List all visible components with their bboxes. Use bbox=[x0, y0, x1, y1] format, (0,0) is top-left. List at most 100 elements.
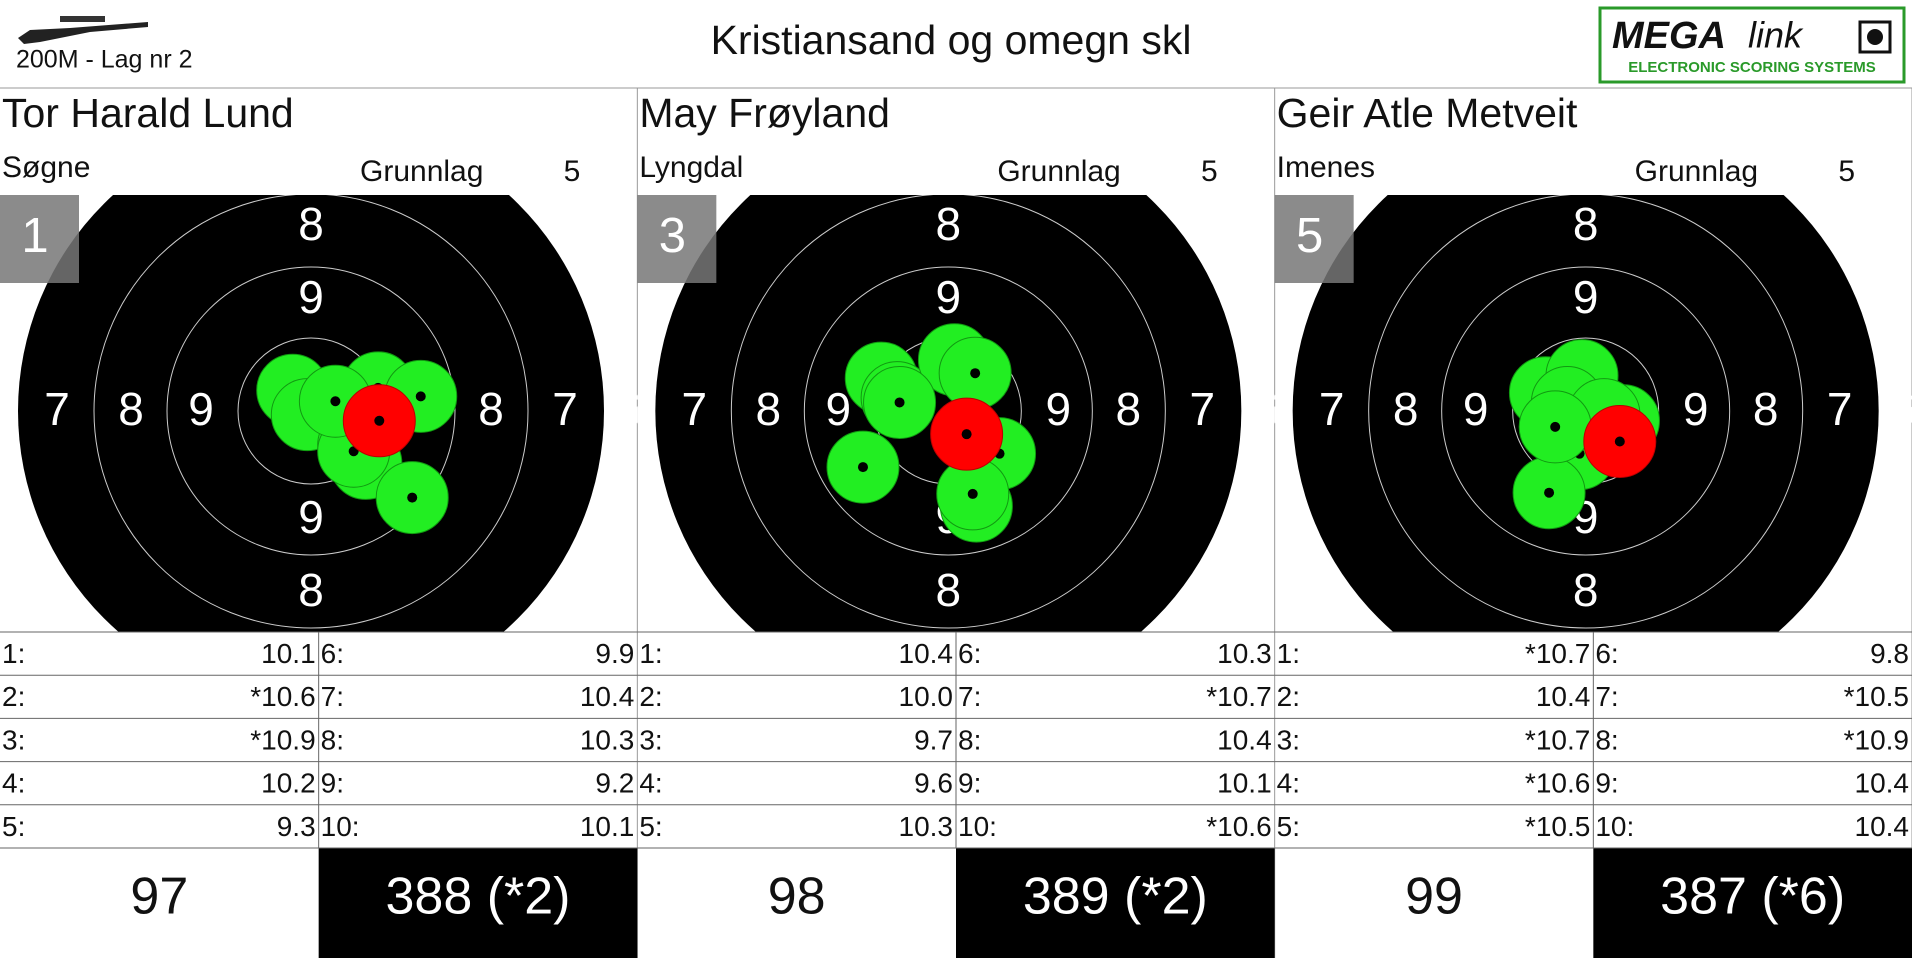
shot-value: 9.6 bbox=[914, 768, 953, 799]
ring-label: 9 bbox=[1046, 383, 1072, 435]
ring-label: 8 bbox=[298, 198, 324, 250]
shot-value: *10.7 bbox=[1206, 681, 1271, 712]
shooter-panel: Geir Atle MetveitImenesGrunnlag589986789… bbox=[1255, 88, 1912, 958]
shot-value: 9.2 bbox=[595, 768, 634, 799]
shot-value: *10.7 bbox=[1525, 724, 1590, 755]
lane-box bbox=[637, 195, 717, 283]
ring bbox=[166, 266, 456, 556]
shot-value: *10.7 bbox=[1525, 638, 1590, 669]
shot-label: 7: bbox=[321, 681, 344, 712]
shot-centre bbox=[961, 429, 972, 440]
subtitle: 200M - Lag nr 2 bbox=[16, 46, 193, 74]
shot-label: 10: bbox=[1595, 811, 1634, 842]
logo-tagline: ELECTRONIC SCORING SYSTEMS bbox=[1628, 59, 1876, 76]
shot-label: 2: bbox=[639, 681, 662, 712]
lane-box bbox=[1274, 195, 1354, 283]
shot-label: 3: bbox=[2, 724, 25, 755]
logo-suffix: link bbox=[1748, 15, 1804, 56]
shot-value: 10.1 bbox=[1217, 768, 1272, 799]
ring-label: 8 bbox=[1116, 383, 1142, 435]
lane-number: 5 bbox=[1296, 209, 1323, 263]
shot-centre bbox=[1550, 421, 1561, 432]
shot-label: 4: bbox=[1277, 768, 1300, 799]
shot-value: *10.5 bbox=[1525, 811, 1590, 842]
total: 387 (*6) bbox=[1660, 868, 1845, 926]
lane-number: 3 bbox=[659, 209, 686, 263]
ring-label: 9 bbox=[1683, 383, 1709, 435]
ring-label: 6 bbox=[616, 383, 642, 435]
total-box bbox=[1593, 848, 1912, 958]
shot-label: 2: bbox=[1277, 681, 1300, 712]
ring-label: 8 bbox=[936, 564, 962, 616]
shot-centre bbox=[1614, 436, 1625, 447]
shot-value: 10.4 bbox=[580, 681, 635, 712]
logo-brand: MEGA bbox=[1612, 15, 1726, 57]
class-label: Grunnlag bbox=[360, 155, 483, 188]
shot-label: 6: bbox=[958, 638, 981, 669]
total-box bbox=[956, 848, 1275, 958]
shot-value: *10.5 bbox=[1844, 681, 1909, 712]
target: 899867899876 bbox=[1255, 195, 1912, 632]
logo: MEGA link ELECTRONIC SCORING SYSTEMS bbox=[1598, 6, 1906, 84]
shot-value: 10.1 bbox=[580, 811, 635, 842]
ring-label: 6 bbox=[1255, 383, 1281, 435]
series-total: 99 bbox=[1405, 868, 1463, 926]
ring-label: 8 bbox=[1393, 383, 1419, 435]
ring-label: 9 bbox=[826, 383, 852, 435]
ring bbox=[730, 195, 1166, 629]
target: 899867899876 bbox=[0, 195, 642, 632]
shot-value: 10.0 bbox=[899, 681, 954, 712]
shot-label: 4: bbox=[2, 768, 25, 799]
class-value: 5 bbox=[1838, 155, 1855, 188]
shot-value: 10.3 bbox=[580, 724, 635, 755]
shot-label: 7: bbox=[1595, 681, 1618, 712]
shot-label: 1: bbox=[1277, 638, 1300, 669]
shooter-panel: May FrøylandLyngdalGrunnlag5899867899876… bbox=[637, 88, 1280, 958]
shot-value: *10.9 bbox=[250, 724, 315, 755]
ring-label: 8 bbox=[118, 383, 144, 435]
shot-label: 4: bbox=[639, 768, 662, 799]
club: Søgne bbox=[2, 151, 90, 184]
shot-value: *10.9 bbox=[1844, 724, 1909, 755]
ring-label: 7 bbox=[44, 383, 70, 435]
ring-label: 7 bbox=[552, 383, 578, 435]
shooter-panel: Tor Harald LundSøgneGrunnlag589986789987… bbox=[0, 88, 642, 958]
shot-label: 6: bbox=[1595, 638, 1618, 669]
club: Imenes bbox=[1277, 151, 1375, 184]
shot-value: 10.4 bbox=[1855, 811, 1910, 842]
shot-centre bbox=[407, 492, 418, 503]
ring-label: 8 bbox=[1573, 564, 1599, 616]
shot-value: 10.4 bbox=[899, 638, 954, 669]
shot-label: 3: bbox=[1277, 724, 1300, 755]
shot-centre bbox=[967, 488, 978, 499]
club: Lyngdal bbox=[639, 151, 743, 184]
ring-label: 9 bbox=[188, 383, 214, 435]
total: 389 (*2) bbox=[1023, 868, 1208, 926]
shot-value: 9.8 bbox=[1870, 638, 1909, 669]
shot-value: 10.3 bbox=[1217, 638, 1272, 669]
class-value: 5 bbox=[1201, 155, 1218, 188]
lane-box bbox=[0, 195, 79, 283]
shot-label: 7: bbox=[958, 681, 981, 712]
shot-label: 5: bbox=[1277, 811, 1300, 842]
ring-label: 7 bbox=[1827, 383, 1853, 435]
ring-label: 7 bbox=[1190, 383, 1216, 435]
ring-label: 6 bbox=[1254, 383, 1280, 435]
shot-value: 10.2 bbox=[261, 768, 316, 799]
shooter-name: Tor Harald Lund bbox=[2, 90, 294, 136]
ring-label: 8 bbox=[478, 383, 504, 435]
series-total: 98 bbox=[768, 868, 826, 926]
shot-label: 9: bbox=[1595, 768, 1618, 799]
shot-centre bbox=[894, 397, 905, 408]
shot-centre bbox=[415, 391, 426, 402]
shooter-name: May Frøyland bbox=[639, 90, 890, 136]
class-label: Grunnlag bbox=[997, 155, 1120, 188]
ring-label: 6 bbox=[0, 383, 6, 435]
shot-centre bbox=[1544, 487, 1555, 498]
shot-value: 9.3 bbox=[277, 811, 316, 842]
shot-centre bbox=[330, 396, 341, 407]
shot-value: 9.7 bbox=[914, 724, 953, 755]
shot-label: 6: bbox=[321, 638, 344, 669]
shot-label: 3: bbox=[639, 724, 662, 755]
ring-label: 9 bbox=[1463, 383, 1489, 435]
